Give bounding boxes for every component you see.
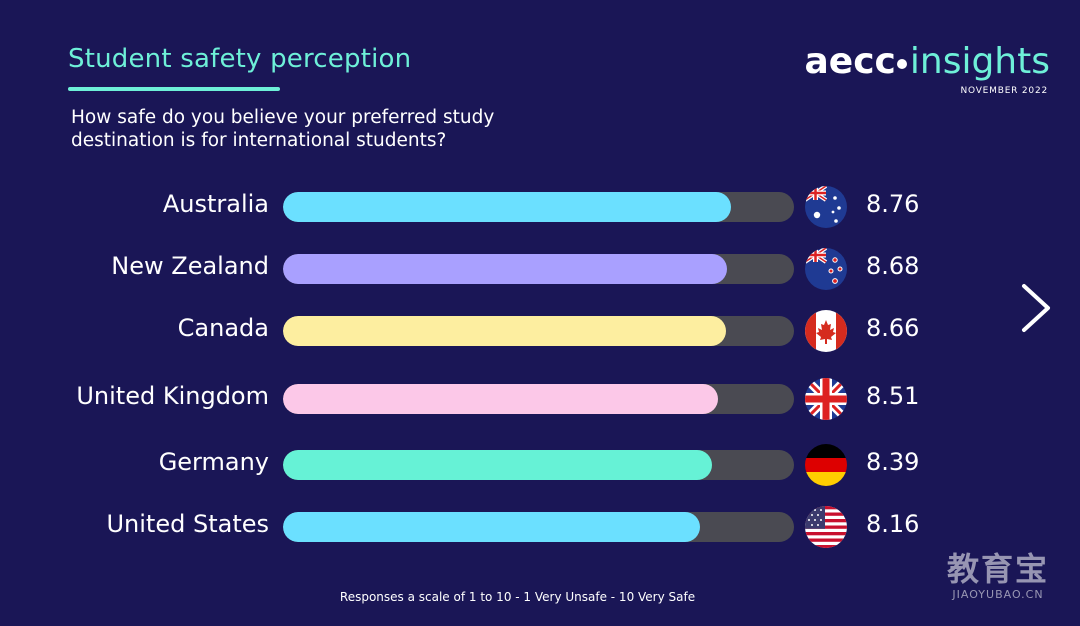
bar-track (283, 512, 794, 542)
chart-row: United States 8.16 (0, 506, 1080, 548)
bar (283, 384, 718, 414)
bar-track (283, 384, 794, 414)
logo-product-text: insights (909, 41, 1050, 82)
watermark-sub: JIAOYUBAO.CN (952, 588, 1044, 601)
germany-flag-icon (805, 444, 847, 486)
australia-flag-icon (805, 186, 847, 228)
data-label: 8.66 (866, 314, 920, 342)
bar-track (283, 316, 794, 346)
bar (283, 450, 712, 480)
logo-brand-text: aecc (804, 41, 896, 82)
chart-row: United Kingdom 8.51 (0, 378, 1080, 420)
data-label: 8.51 (866, 382, 920, 410)
bar (283, 512, 700, 542)
chart-title: Student safety perception (68, 44, 412, 74)
bar-track (283, 450, 794, 480)
category-label: United States (106, 510, 269, 538)
chart-footnote: Responses a scale of 1 to 10 - 1 Very Un… (339, 590, 696, 604)
category-label: Australia (162, 190, 269, 218)
usa-flag-icon (805, 506, 847, 548)
bar (283, 192, 731, 222)
uk-flag-icon (805, 378, 847, 420)
category-label: Canada (177, 314, 269, 342)
chart-row: New Zealand 8.68 (0, 248, 1080, 290)
title-underline (68, 87, 280, 91)
logo-dot (896, 59, 907, 69)
bar (283, 254, 727, 284)
category-label: United Kingdom (76, 382, 269, 410)
chart-row: Canada 8.66 (0, 310, 1080, 352)
watermark: 教育宝 JIAOYUBAO.CN (932, 550, 1064, 601)
chevron-right-icon[interactable] (1016, 280, 1056, 336)
report-date: NOVEMBER 2022 (960, 86, 1048, 96)
data-label: 8.16 (866, 510, 920, 538)
chart-subtitle: How safe do you believe your preferred s… (71, 107, 495, 151)
chart-row: Australia 8.76 (0, 186, 1080, 228)
watermark-main: 教育宝 (946, 550, 1049, 588)
category-label: New Zealand (111, 252, 269, 280)
data-label: 8.76 (866, 190, 920, 218)
category-label: Germany (158, 448, 269, 476)
brand-logo: aecc insights NOVEMBER 2022 (804, 41, 1050, 97)
data-label: 8.39 (866, 448, 920, 476)
canada-flag-icon (805, 310, 847, 352)
bar-track (283, 254, 794, 284)
bar-track (283, 192, 794, 222)
bar (283, 316, 726, 346)
new-zealand-flag-icon (805, 248, 847, 290)
data-label: 8.68 (866, 252, 920, 280)
chart-row: Germany 8.39 (0, 444, 1080, 486)
